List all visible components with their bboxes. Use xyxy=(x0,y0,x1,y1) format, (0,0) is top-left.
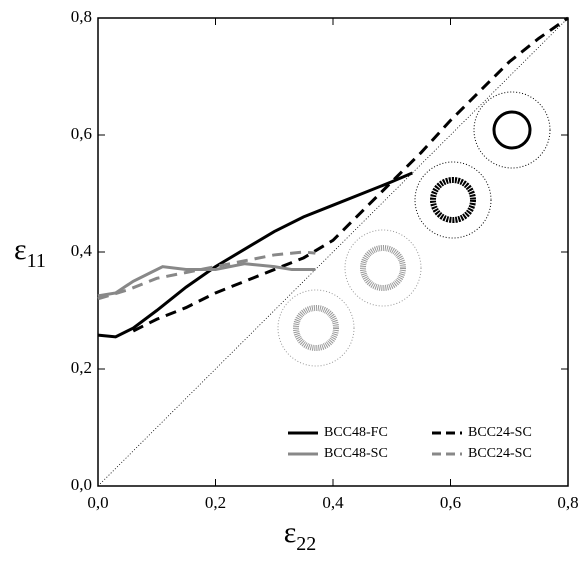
particle-rings xyxy=(278,92,550,366)
series-line xyxy=(133,18,568,331)
ring-decoration xyxy=(474,92,550,168)
x-tick-label: 0,0 xyxy=(87,493,108,512)
y-axis-symbol: ε xyxy=(14,233,27,266)
ring-decoration xyxy=(433,180,473,220)
chart: ε22 ε11 0,00,20,40,60,80,00,20,40,60,8BC… xyxy=(0,0,578,565)
y-tick-label: 0,0 xyxy=(71,475,92,494)
series-line xyxy=(98,252,315,299)
legend-label: BCC48-SC xyxy=(324,446,388,461)
legend-label: BCC24-SC xyxy=(468,446,532,461)
x-tick-label: 0,2 xyxy=(205,493,226,512)
x-axis-label: ε22 xyxy=(284,516,317,555)
series-line xyxy=(98,173,412,337)
x-tick-label: 0,8 xyxy=(557,493,578,512)
y-tick-label: 0,8 xyxy=(71,7,92,26)
x-tick-label: 0,6 xyxy=(440,493,461,512)
x-axis-subscript: 22 xyxy=(296,533,316,555)
x-tick-label: 0,4 xyxy=(322,493,344,512)
diagonal-reference xyxy=(98,18,568,486)
y-axis-label: ε11 xyxy=(14,233,46,272)
legend-label: BCC24-SC xyxy=(468,425,532,440)
ring-decoration xyxy=(345,230,421,306)
y-tick-label: 0,4 xyxy=(71,241,93,260)
ring-decoration xyxy=(415,162,491,238)
legend-label: BCC48-FC xyxy=(324,425,388,440)
ring-decoration xyxy=(296,308,336,348)
ring-decoration xyxy=(363,248,403,288)
ring-decoration xyxy=(278,290,354,366)
y-tick-label: 0,2 xyxy=(71,358,92,377)
x-axis-symbol: ε xyxy=(284,516,297,549)
y-tick-label: 0,6 xyxy=(71,124,92,143)
y-axis-subscript: 11 xyxy=(27,250,46,272)
ring-decoration xyxy=(494,112,530,148)
